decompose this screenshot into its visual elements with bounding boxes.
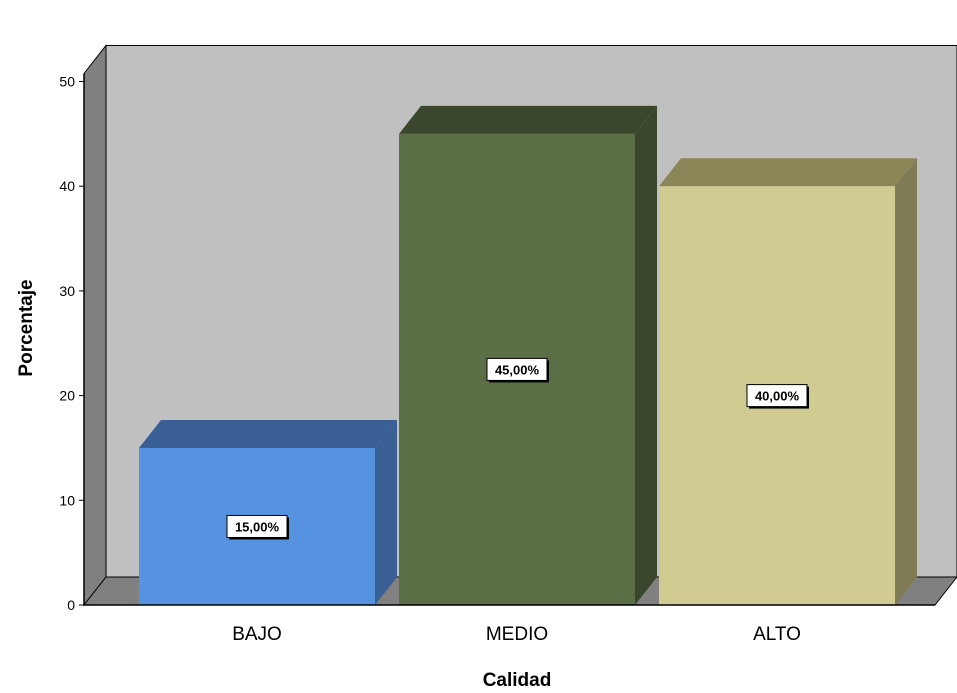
bars: 15,00% 45,00% 40,00% [139, 105, 917, 605]
y-axis-title: Porcentaje [16, 279, 37, 376]
x-tick-label: ALTO [753, 624, 801, 645]
bar-side [375, 419, 397, 605]
x-tick-label: BAJO [232, 624, 282, 645]
bar-top [139, 419, 397, 448]
bar-side [895, 158, 917, 605]
y-tick-label: 40 [59, 178, 75, 194]
x-tick-label: MEDIO [486, 624, 548, 645]
data-label-box [486, 357, 548, 381]
y-tick-label: 0 [67, 597, 75, 613]
bar-top [399, 105, 657, 134]
bar-medio: 45,00% [399, 105, 657, 605]
bar-alto: 40,00% [659, 158, 917, 605]
y-tick-label: 10 [59, 492, 75, 508]
bar-bajo: 15,00% [139, 419, 397, 605]
data-label: 15,00% [235, 519, 280, 534]
data-label-box [226, 514, 288, 538]
y-tick-label: 30 [59, 283, 75, 299]
x-axis: BAJO MEDIO ALTO [84, 604, 935, 645]
data-label: 40,00% [755, 389, 800, 404]
data-label-box [746, 384, 808, 408]
data-label: 45,00% [495, 362, 540, 377]
side-wall [83, 44, 107, 607]
y-tick-label: 20 [59, 388, 75, 404]
x-axis-title: Calidad [483, 670, 552, 691]
bar-top [659, 158, 917, 187]
y-axis: 0 10 20 30 40 50 [59, 73, 85, 613]
y-tick-label: 50 [59, 74, 75, 90]
bar-side [635, 105, 657, 605]
